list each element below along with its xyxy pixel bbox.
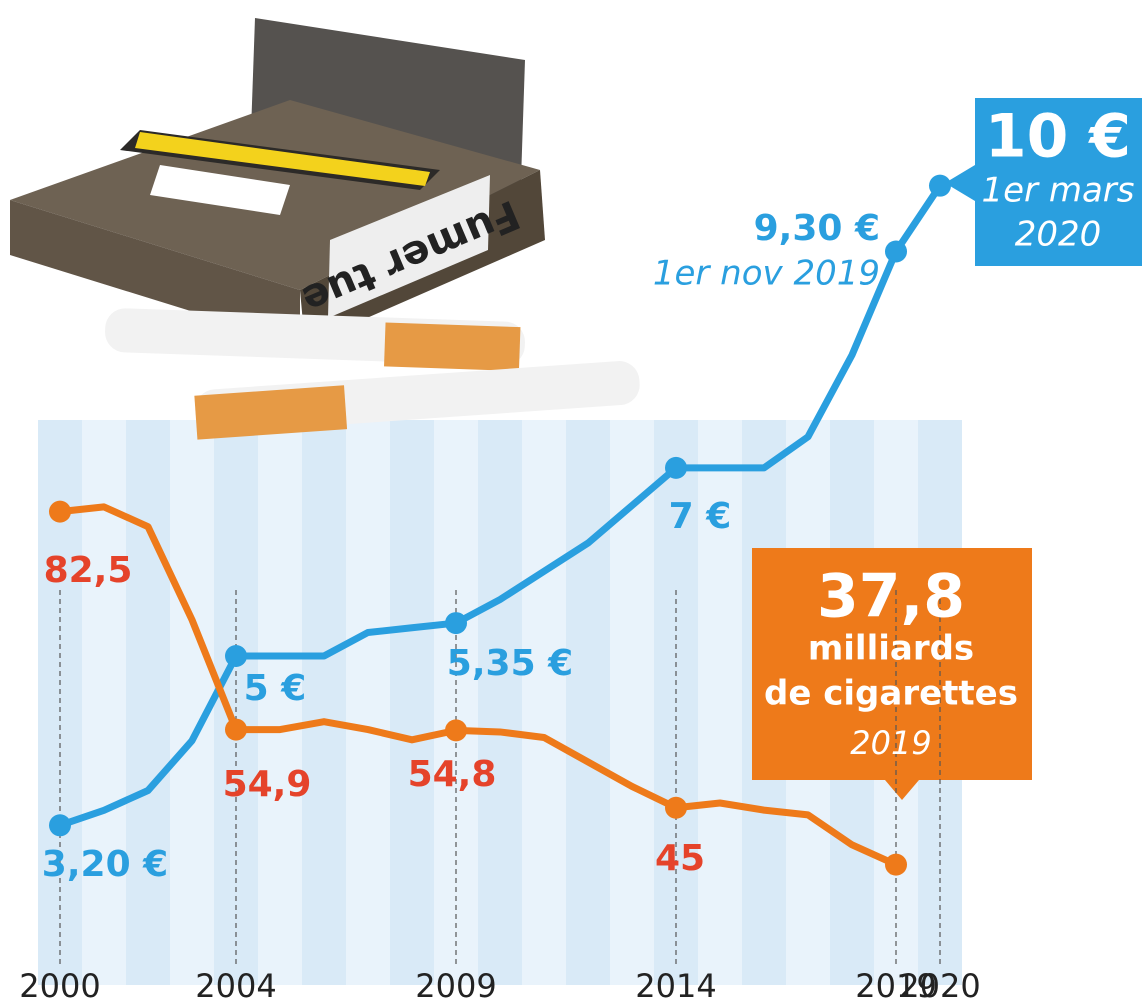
annotation: milliards (808, 629, 974, 669)
value-label: 45 (655, 838, 705, 879)
value-label: 54,9 (223, 764, 312, 805)
annotation: 1er nov 2019 (653, 254, 880, 294)
x-tick-label: 2009 (415, 967, 496, 1005)
point (445, 719, 467, 741)
value-label: 82,5 (44, 550, 133, 591)
x-tick-label: 2000 (19, 967, 100, 1005)
point (445, 612, 467, 634)
value-label: 9,30 € (754, 208, 880, 249)
annotation: de cigarettes (764, 674, 1018, 714)
chart: Fumer tue 2000 2004 2009 2014 2019 2020 3,20 €… (0, 0, 1142, 1005)
value-label: 5 € (244, 668, 307, 709)
point (225, 719, 247, 741)
point (665, 797, 687, 819)
x-tick-label: 2020 (899, 967, 980, 1005)
cigarette-pack: Fumer tue (10, 18, 641, 440)
annotation: 2020 (1015, 215, 1102, 255)
value-label: 3,20 € (42, 844, 168, 885)
point (929, 175, 951, 197)
point (225, 645, 247, 667)
point (49, 501, 71, 523)
value-label: 54,8 (408, 754, 497, 795)
point (885, 854, 907, 876)
point (665, 457, 687, 479)
annotation: 1er mars (982, 171, 1135, 211)
x-tick-label: 2014 (635, 967, 716, 1005)
x-tick-label: 2004 (195, 967, 276, 1005)
annotation: 2019 (850, 724, 931, 762)
value-label: 10 € (985, 102, 1131, 172)
point (885, 241, 907, 263)
point (49, 814, 71, 836)
value-label: 5,35 € (447, 643, 573, 684)
value-label: 37,8 (817, 562, 965, 632)
value-label: 7 € (669, 496, 732, 537)
